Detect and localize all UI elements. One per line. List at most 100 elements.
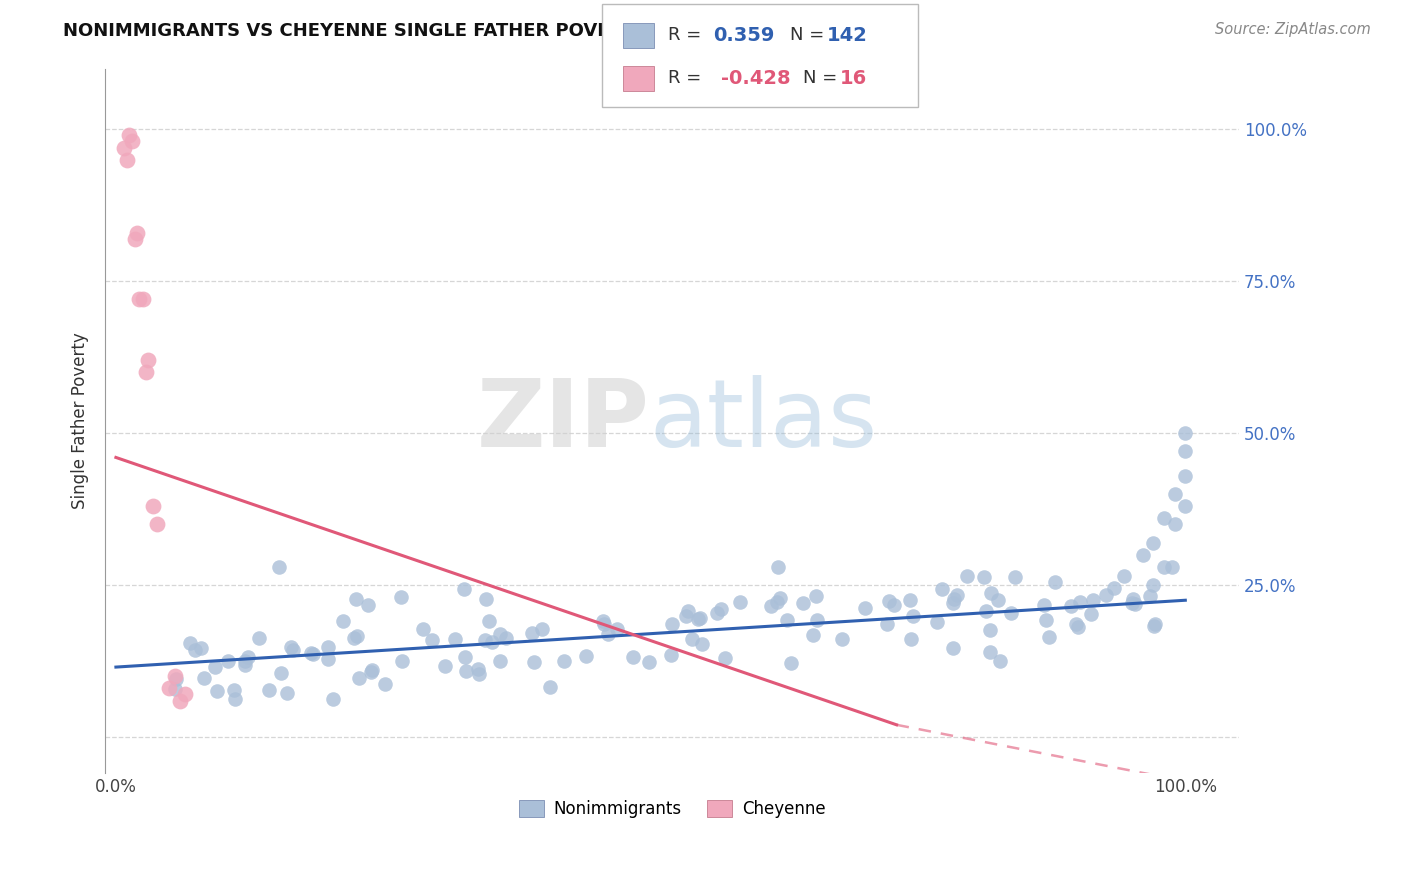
Point bbox=[520, 625, 543, 640]
Point bbox=[389, 590, 412, 604]
Text: R =: R = bbox=[668, 70, 702, 87]
Point bbox=[592, 614, 614, 628]
Point bbox=[475, 591, 498, 606]
Point bbox=[804, 589, 827, 603]
Point bbox=[681, 632, 703, 646]
Point bbox=[946, 588, 969, 602]
Point bbox=[1142, 535, 1164, 549]
Text: R =: R = bbox=[668, 26, 702, 44]
Text: N =: N = bbox=[790, 26, 824, 44]
Point bbox=[127, 226, 149, 240]
Point bbox=[163, 669, 186, 683]
Point bbox=[714, 651, 737, 665]
Point bbox=[659, 648, 682, 663]
Point bbox=[135, 365, 157, 379]
Text: NONIMMIGRANTS VS CHEYENNE SINGLE FATHER POVERTY CORRELATION CHART: NONIMMIGRANTS VS CHEYENNE SINGLE FATHER … bbox=[63, 22, 870, 40]
Point bbox=[456, 664, 478, 678]
Point bbox=[522, 655, 544, 669]
Point bbox=[1174, 468, 1197, 483]
Text: 0.359: 0.359 bbox=[713, 26, 775, 45]
Point bbox=[276, 686, 298, 700]
Point bbox=[468, 667, 491, 681]
Point bbox=[412, 623, 434, 637]
Point bbox=[1083, 593, 1105, 607]
Point bbox=[1032, 598, 1054, 612]
Point bbox=[678, 604, 700, 618]
Point bbox=[247, 631, 270, 645]
Point bbox=[145, 517, 167, 532]
Point bbox=[775, 613, 797, 627]
Point bbox=[157, 681, 180, 696]
Point bbox=[357, 598, 380, 612]
Point bbox=[131, 293, 153, 307]
Point bbox=[443, 632, 465, 647]
Point bbox=[165, 673, 187, 687]
Point bbox=[706, 606, 728, 620]
Point bbox=[1143, 617, 1166, 632]
Point bbox=[1095, 588, 1118, 602]
Point bbox=[280, 640, 302, 655]
Point bbox=[267, 559, 290, 574]
Point bbox=[592, 617, 614, 632]
Point bbox=[420, 633, 443, 648]
Point bbox=[270, 665, 292, 680]
Text: 142: 142 bbox=[827, 26, 868, 45]
Point bbox=[530, 622, 553, 636]
Y-axis label: Single Father Poverty: Single Father Poverty bbox=[72, 333, 89, 509]
Point bbox=[1143, 619, 1166, 633]
Point bbox=[1132, 548, 1154, 562]
Point bbox=[236, 649, 259, 664]
Point bbox=[346, 629, 368, 643]
Text: -0.428: -0.428 bbox=[721, 69, 792, 87]
Point bbox=[217, 654, 239, 668]
Point bbox=[453, 582, 475, 596]
Point bbox=[222, 683, 245, 698]
Point bbox=[661, 616, 683, 631]
Point bbox=[1139, 589, 1161, 603]
Point bbox=[638, 655, 661, 669]
Point bbox=[1112, 569, 1135, 583]
Point bbox=[1174, 444, 1197, 458]
Point bbox=[347, 671, 370, 685]
Point bbox=[942, 596, 965, 610]
Point bbox=[876, 617, 898, 632]
Point bbox=[1004, 570, 1026, 584]
Point bbox=[118, 128, 141, 143]
Point bbox=[233, 654, 256, 668]
Point bbox=[761, 599, 783, 614]
Point bbox=[1142, 578, 1164, 592]
Point bbox=[1174, 426, 1197, 441]
Point bbox=[1153, 511, 1175, 525]
Point bbox=[766, 559, 789, 574]
Point bbox=[1153, 559, 1175, 574]
Point bbox=[1080, 607, 1102, 621]
Point bbox=[1067, 620, 1090, 634]
Point bbox=[174, 688, 197, 702]
Point bbox=[474, 632, 496, 647]
Point bbox=[299, 646, 322, 660]
Point bbox=[710, 602, 733, 616]
Point bbox=[361, 663, 384, 677]
Point bbox=[121, 135, 143, 149]
Point bbox=[1069, 594, 1091, 608]
Point bbox=[301, 648, 323, 662]
Point bbox=[780, 656, 803, 670]
Point bbox=[360, 665, 382, 679]
Point bbox=[316, 640, 339, 654]
Point bbox=[179, 636, 201, 650]
Point bbox=[883, 598, 905, 612]
Point bbox=[114, 140, 136, 154]
Point bbox=[1161, 559, 1184, 574]
Point bbox=[233, 658, 256, 673]
Point bbox=[728, 595, 751, 609]
Point bbox=[877, 593, 900, 607]
Point bbox=[931, 582, 953, 596]
Point bbox=[987, 593, 1010, 607]
Point bbox=[224, 691, 246, 706]
Point bbox=[142, 499, 165, 513]
Point bbox=[454, 650, 477, 665]
Point bbox=[169, 693, 191, 707]
Point bbox=[316, 651, 339, 665]
Point bbox=[792, 596, 814, 610]
Point bbox=[853, 600, 876, 615]
